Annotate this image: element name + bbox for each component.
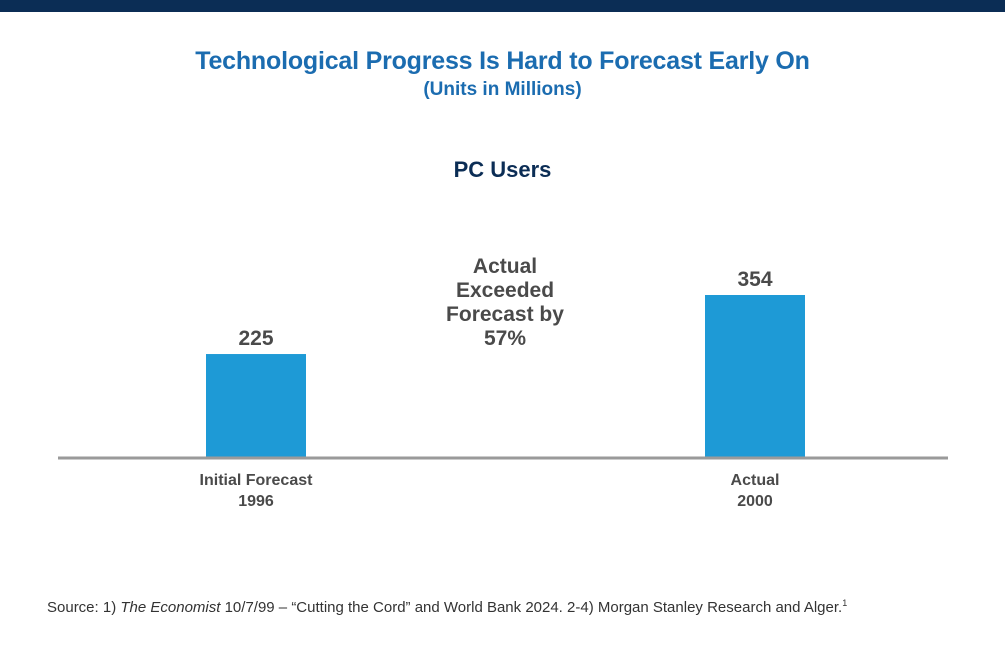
top-bar: [0, 0, 1005, 12]
annotation-line: 57%: [483, 327, 527, 350]
category-label: Actual: [731, 472, 780, 489]
source-publication: The Economist: [120, 599, 221, 616]
page-subtitle: (Units in Millions): [423, 79, 582, 100]
chart-annotation: Actual Exceeded Forecast by 57%: [405, 255, 605, 351]
source-rest: 10/7/99 – “Cutting the Cord” and World B…: [220, 599, 843, 616]
source-note: Source: 1) The Economist 10/7/99 – “Cutt…: [47, 598, 847, 616]
category-label: 2000: [737, 493, 773, 510]
source-prefix: Source: 1): [47, 599, 121, 616]
chart-title: PC Users: [453, 157, 552, 182]
category-label: Initial Forecast: [200, 472, 314, 489]
annotation-line: Actual: [472, 255, 538, 278]
category-label: 1996: [238, 493, 274, 510]
page-title: Technological Progress Is Hard to Foreca…: [195, 47, 810, 75]
annotation-line: Exceeded: [455, 279, 555, 302]
bar-value-label: 354: [737, 268, 772, 291]
bar: [705, 295, 805, 457]
bar-value-label: 225: [238, 327, 273, 350]
source-footnote-mark: 1: [842, 598, 848, 608]
bar: [206, 354, 306, 457]
annotation-line: Forecast by: [446, 303, 564, 326]
